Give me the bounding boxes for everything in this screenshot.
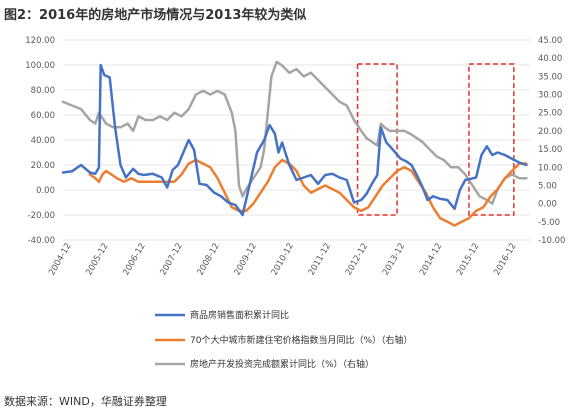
x-tick-label: 2006-12 [121, 242, 147, 278]
chart-title: 图2：2016年的房地产市场情况与2013年较为类似 [4, 8, 307, 23]
x-tick-label: 2007-12 [158, 242, 184, 278]
gridlines [63, 39, 530, 241]
right-tick-label: 45.00 [538, 36, 562, 46]
legend-label: 商品房销售面积累计同比 [190, 309, 289, 321]
legend-label: 房地产开发投资完成额累计同比（%）（右轴） [190, 358, 374, 370]
left-tick-label: 120.00 [25, 36, 55, 46]
highlight-box [468, 63, 515, 216]
right-tick-label: -5.00 [538, 218, 560, 228]
x-tick-label: 2009-12 [233, 242, 259, 278]
series-line [88, 158, 528, 227]
right-tick-label: 20.00 [538, 127, 562, 137]
left-tick-label: 60.00 [31, 111, 55, 121]
left-tick-label: -20.00 [28, 211, 55, 221]
legend: 商品房销售面积累计同比 70个大中城市新建住宅价格指数当月同比（%）（右轴） 房地产… [155, 309, 413, 370]
x-tick-label: 2010-12 [270, 242, 296, 278]
x-tick-label: 2012-12 [344, 242, 370, 278]
x-tick-label: 2013-12 [381, 242, 407, 278]
x-tick-label: 2004-12 [47, 242, 73, 278]
series-lines [61, 60, 528, 227]
right-tick-label: 35.00 [538, 72, 562, 82]
x-tick-label: 2015-12 [455, 241, 481, 277]
x-tick-label: 2005-12 [84, 242, 110, 278]
right-tick-label: 40.00 [538, 54, 562, 64]
x-axis-ticks: 2004-12 2005-12 2006-12 2007-12 2008-12 2009-… [47, 241, 518, 277]
highlight-box [356, 63, 398, 216]
right-tick-label: 5.00 [538, 181, 557, 191]
right-axis-ticks: 45.00 40.00 35.00 30.00 25.00 20.00 15.00 10.00… [538, 36, 565, 246]
series-line [61, 60, 528, 205]
series-line [61, 63, 528, 217]
left-tick-label: 20.00 [31, 161, 55, 171]
left-tick-label: -40.00 [28, 236, 55, 246]
x-tick-label: 2008-12 [196, 242, 222, 278]
left-tick-label: 100.00 [25, 61, 55, 71]
left-tick-label: 0.00 [36, 186, 55, 196]
right-tick-label: -10.00 [538, 236, 565, 246]
left-tick-label: 80.00 [31, 86, 55, 96]
x-tick-label: 2011-12 [307, 242, 333, 278]
left-tick-label: 40.00 [31, 136, 55, 146]
right-tick-label: 0.00 [538, 200, 557, 210]
right-tick-label: 15.00 [538, 145, 562, 155]
highlight-boxes [356, 63, 515, 216]
right-tick-label: 10.00 [538, 163, 562, 173]
right-tick-label: 25.00 [538, 109, 562, 119]
source-note: 数据来源：WIND，华融证券整理 [4, 395, 167, 408]
x-tick-label: 2014-12 [418, 242, 444, 278]
x-tick-label: 2016-12 [492, 242, 518, 278]
left-axis-ticks: 120.00 100.00 80.00 60.00 40.00 20.00 0.00 -20.… [25, 36, 55, 246]
legend-label: 70个大中城市新建住宅价格指数当月同比（%）（右轴） [190, 334, 413, 346]
right-tick-label: 30.00 [538, 91, 562, 101]
